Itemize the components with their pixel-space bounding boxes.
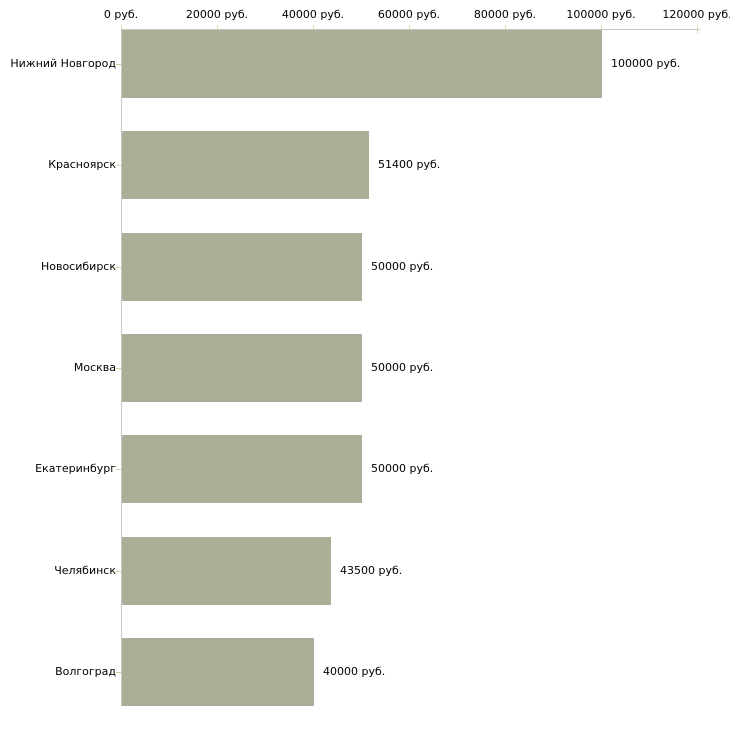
category-label: Екатеринбург	[35, 462, 116, 475]
bar	[122, 131, 369, 199]
x-axis-line	[121, 29, 700, 30]
bar	[122, 435, 362, 503]
category-tick	[116, 571, 121, 572]
value-label: 100000 руб.	[611, 57, 681, 70]
bar	[122, 537, 331, 605]
category-tick	[116, 368, 121, 369]
category-label: Красноярск	[48, 158, 116, 171]
bar	[122, 30, 602, 98]
x-axis-tick-label: 100000 руб.	[566, 8, 636, 21]
x-axis-tick-label: 20000 руб.	[185, 8, 249, 21]
value-label: 50000 руб.	[371, 462, 434, 475]
bar	[122, 638, 314, 706]
category-label: Нижний Новгород	[10, 57, 116, 70]
y-axis-line	[121, 29, 122, 706]
x-axis-tick-label: 0 руб.	[103, 8, 139, 21]
category-label: Новосибирск	[40, 260, 116, 273]
category-tick	[116, 165, 121, 166]
bar	[122, 233, 362, 301]
category-label: Москва	[73, 361, 116, 374]
bar	[122, 334, 362, 402]
x-axis-tick-label: 40000 руб.	[281, 8, 345, 21]
value-label: 43500 руб.	[340, 564, 403, 577]
category-tick	[116, 469, 121, 470]
category-label: Волгоград	[55, 665, 116, 678]
category-label: Челябинск	[54, 564, 116, 577]
x-axis-tick-label: 120000 руб.	[662, 8, 730, 21]
category-tick	[116, 672, 121, 673]
value-label: 51400 руб.	[378, 158, 441, 171]
category-tick	[116, 64, 121, 65]
value-label: 40000 руб.	[323, 665, 386, 678]
category-tick	[116, 267, 121, 268]
value-label: 50000 руб.	[371, 361, 434, 374]
x-axis-tick-label: 60000 руб.	[377, 8, 441, 21]
value-label: 50000 руб.	[371, 260, 434, 273]
x-axis-tick-label: 80000 руб.	[473, 8, 537, 21]
